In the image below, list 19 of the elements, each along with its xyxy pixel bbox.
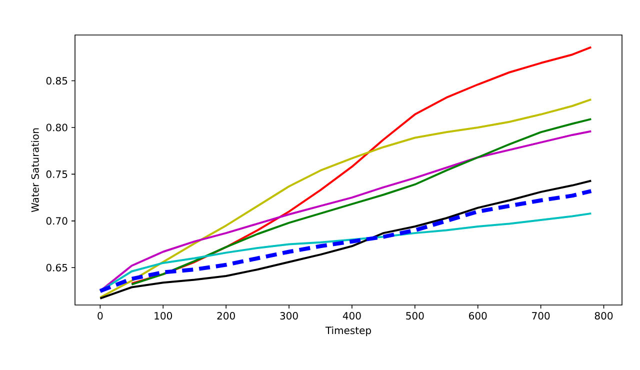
line-series — [130, 46, 592, 285]
x-tick-label: 800 — [594, 312, 613, 320]
x-tick-label: 200 — [217, 312, 235, 320]
y-tick-label: 0.80 — [46, 124, 68, 132]
x-tick-label: 600 — [469, 312, 487, 320]
y-tick-label: 0.85 — [46, 76, 68, 85]
x-tick-label: 500 — [406, 312, 424, 320]
y-tick-label: 0.65 — [46, 264, 68, 272]
x-axis-title: Timestep — [325, 326, 372, 336]
y-tick-label: 0.75 — [46, 170, 68, 178]
x-tick-label: 400 — [342, 312, 361, 320]
x-tick-label: 300 — [280, 312, 298, 320]
y-axis-title: Water Saturation — [31, 128, 39, 212]
line-series — [99, 212, 592, 292]
line-series — [99, 98, 592, 299]
x-tick-label: 700 — [532, 312, 550, 320]
y-tick-label: 0.70 — [46, 217, 68, 225]
x-tick-label: 0 — [98, 312, 103, 320]
x-tick-label: 100 — [154, 312, 172, 320]
